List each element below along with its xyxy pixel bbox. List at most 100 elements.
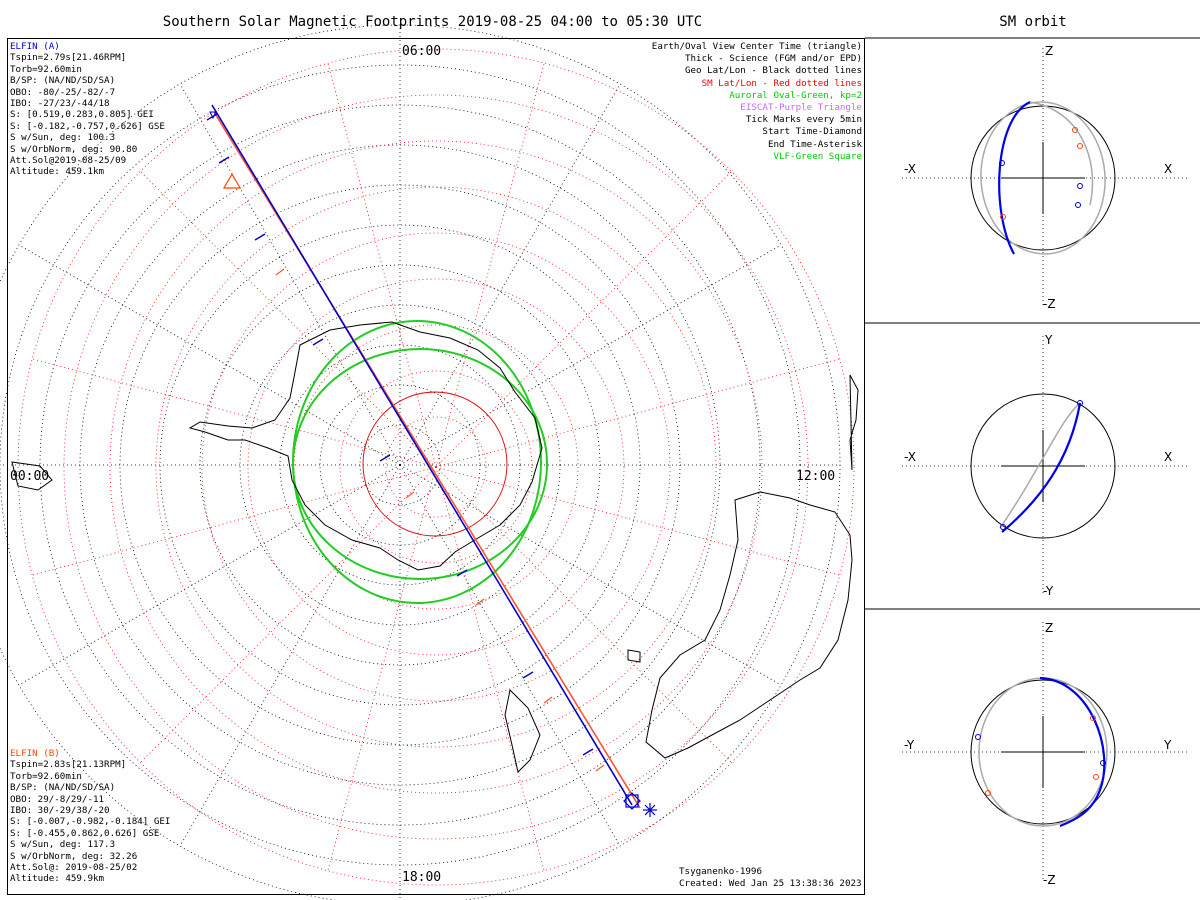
panel2-top-label: Y — [1045, 333, 1053, 347]
clock-label-1200: 12:00 — [796, 469, 836, 484]
geo-lon-line — [179, 83, 401, 466]
panel3-top-label: Z — [1045, 621, 1054, 635]
elfin-b-s-gei: S: [-0.007,-0.982,-0.184] GEI — [10, 816, 171, 828]
elfin-a-orbit-xz-gray — [1029, 101, 1094, 206]
elfin-b-s-gse: S: [-0.455,0.862,0.626] GSE — [10, 827, 160, 839]
elfin-a-tick — [522, 671, 534, 679]
elfin-a-start-marker — [209, 111, 217, 120]
panel2-left-label: -X — [904, 450, 916, 464]
elfin-b-tick — [275, 268, 285, 276]
elfin-a-orbit-yz — [1039, 676, 1106, 828]
elfin-b-tspin: Tspin=2.83s[21.13RPM] — [10, 759, 127, 771]
elfin-a-ibo: IBO: -27/23/-44/18 — [10, 98, 110, 110]
geo-lat-circle — [0, 24, 841, 900]
elfin-b-attsol: Att.Sol@: 2019-08-25/02 — [10, 862, 138, 874]
panel1-bottom-label: -Z — [1043, 297, 1056, 311]
orbit-marker — [1000, 214, 1006, 220]
legend-item: SM Lat/Lon - Red dotted lines — [701, 77, 862, 89]
legend-item: End Time-Asterisk — [767, 138, 862, 150]
elfin-a-tick — [254, 233, 266, 241]
orbit-marker — [1000, 524, 1006, 530]
sm-lat-circle — [385, 416, 487, 518]
legend-item: Geo Lat/Lon - Black dotted lines — [684, 65, 862, 77]
elfin-b-s-orbnorm: S w/OrbNorm, deg: 32.26 — [10, 850, 138, 862]
africa-coastline — [849, 374, 859, 471]
sm-orbit-panel-3 — [902, 622, 1190, 882]
elfin-b-orbit-xz — [980, 101, 1106, 255]
panel1-top-label: Z — [1045, 44, 1054, 58]
clock-label-1800: 18:00 — [402, 870, 442, 885]
elfin-a-torb: Torb=92.60min — [10, 63, 82, 75]
geo-lon-line — [399, 464, 621, 847]
elfin-b-s-sun: S w/Sun, deg: 117.3 — [10, 839, 116, 851]
elfin-a-start-square — [625, 794, 639, 808]
orbit-marker — [1090, 715, 1096, 721]
orbit-marker — [1077, 143, 1083, 149]
elfin-b-track — [213, 111, 641, 809]
sm-lon-line — [326, 466, 437, 873]
sm-lon-line — [435, 466, 546, 873]
elfin-a-tick — [218, 156, 230, 164]
legend-item: Tick Marks every 5min — [745, 114, 862, 126]
orbit-marker — [1077, 400, 1083, 406]
panel3-bottom-label: -Z — [1043, 873, 1056, 887]
south-america-coastline — [645, 491, 853, 759]
sm-lat-circle-solid — [362, 391, 508, 537]
sm-lat-circle — [155, 186, 717, 748]
elfin-a-s-gse: S: [-0.182,-0.757,0.626] GSE — [10, 120, 165, 132]
sm-lon-line — [326, 61, 437, 468]
sm-lon-line — [435, 466, 734, 765]
orbit-marker — [1100, 760, 1106, 766]
sm-lat-circle — [17, 48, 855, 886]
created-label: Created: Wed Jan 25 13:38:36 2023 — [679, 878, 862, 889]
elfin-a-s-gei: S: [0.519,0.283,0.805] GEI — [10, 109, 154, 121]
elfin-a-s-sun: S w/Sun, deg: 100.3 — [10, 132, 116, 144]
sm-lat-circle — [109, 140, 763, 794]
elfin-a-attsol: Att.Sol@2019-08-25/09 — [10, 155, 127, 167]
elfin-b-tick — [543, 696, 553, 704]
legend-item: Auroral Oval-Green, kp=2 — [729, 89, 862, 101]
sm-lat-circle — [201, 232, 671, 702]
elfin-a-altitude: Altitude: 459.1km — [10, 166, 105, 178]
geo-lon-line — [399, 464, 782, 686]
geo-lon-line — [399, 244, 782, 466]
elfin-a-tick — [582, 748, 594, 756]
geo-lon-line — [18, 244, 401, 466]
antarctica-coastline — [188, 321, 543, 571]
panel2-right-label: X — [1164, 450, 1173, 464]
elfin-a-tspin: Tspin=2.79s[21.46RPM] — [10, 52, 127, 64]
elfin-b-label: ELFIN (B) — [10, 748, 60, 759]
elfin-b-tick — [475, 598, 485, 606]
sm-lat-circle — [339, 370, 533, 564]
orbit-marker — [1077, 183, 1083, 189]
legend-item: EISCAT-Purple Triangle — [740, 102, 862, 114]
elfin-a-bsp: B/SP: (NA/ND/SD/SA) — [10, 75, 116, 87]
clock-label-0000: 00:00 — [10, 469, 50, 484]
elfin-a-info: ELFIN (A) Tspin=2.79s[21.46RPM] Torb=92.… — [10, 41, 165, 178]
sm-lat-circle — [247, 278, 625, 656]
island-coastline — [627, 649, 641, 663]
plot-title: Southern Solar Magnetic Footprints 2019-… — [162, 14, 703, 30]
elfin-a-tick — [456, 569, 468, 577]
elfin-a-orbit-xz — [998, 101, 1031, 255]
sm-orbit-panels — [902, 48, 1190, 882]
model-label: Tsyganenko-1996 — [679, 866, 762, 877]
sm-lon-line — [30, 466, 437, 577]
sm-orbit-title: SM orbit — [999, 14, 1067, 30]
geo-lon-line — [179, 464, 401, 847]
elfin-a-orbit-xy — [1001, 402, 1082, 533]
sm-lon-line — [435, 61, 546, 468]
orbit-marker — [1093, 774, 1099, 780]
legend-item: Earth/Oval View Center Time (triangle) — [651, 41, 862, 52]
legend-item: VLF-Green Square — [773, 150, 862, 162]
sm-orbit-panel-2 — [902, 336, 1190, 596]
elfin-a-start-diamond — [623, 792, 641, 810]
orbit-marker — [999, 160, 1005, 166]
peninsula-coastline — [504, 688, 541, 773]
elfin-a-s-orbnorm: S w/OrbNorm, deg: 90.80 — [10, 143, 138, 155]
panel3-right-label: Y — [1164, 738, 1172, 752]
sm-lon-line — [138, 466, 437, 765]
elfin-b-info: ELFIN (B) Tspin=2.83s[21.13RPM] Torb=92.… — [10, 748, 170, 885]
orbit-marker — [1075, 202, 1081, 208]
legend: Earth/Oval View Center Time (triangle) T… — [652, 41, 862, 163]
